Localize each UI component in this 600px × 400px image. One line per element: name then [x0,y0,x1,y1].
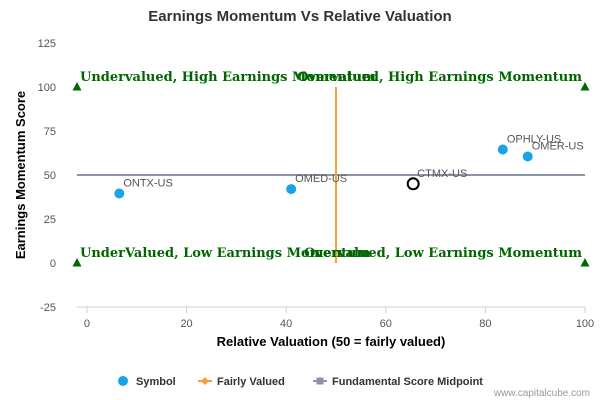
x-tick-label: 100 [576,318,594,330]
point-label: OMER-US [532,141,584,153]
point-omer-us [522,151,533,162]
y-tick-label: -25 [40,302,56,314]
y-tick-label: 125 [38,38,56,50]
point-label: CTMX-US [417,168,467,180]
y-tick-label: 75 [44,126,56,138]
y-axis-title: Earnings Momentum Score [13,91,28,259]
x-tick-label: 40 [280,318,292,330]
point-ontx-us [114,188,125,199]
reference-lines [77,87,585,263]
y-tick-label: 50 [44,170,56,182]
x-tick-label: 0 [84,318,90,330]
y-axis-ticks: -25 0 25 50 75 100 125 [38,38,56,314]
legend-symbol-marker [118,376,128,386]
legend-label: Symbol [136,376,176,388]
point-label: OPHLY-US [507,133,561,145]
corner-triangle-marker [580,82,590,91]
x-axis-ticks: 0 20 40 60 80 100 [84,307,594,330]
point-label: OMED-US [295,173,347,185]
legend: Symbol Fairly Valued Fundamental Score Mid… [118,376,483,388]
legend-midpoint-marker [316,377,324,385]
quadrant-label-bottom-left: UnderValued, Low Earnings Momentum [80,246,371,261]
x-tick-label: 20 [180,318,192,330]
y-tick-label: 100 [38,82,56,94]
chart-title: Earnings Momentum Vs Relative Valuation [148,8,451,25]
point-ctmx-us [406,177,420,191]
credit-text: www.capitalcube.com [493,388,590,399]
y-tick-label: 25 [44,214,56,226]
y-tick-label: 0 [50,258,56,270]
legend-fairly-valued-marker [201,377,209,385]
point-omed-us [286,184,297,195]
corner-triangle-marker [72,82,82,91]
quadrant-label-top-right: Overvalued, High Earnings Momentum [297,70,582,85]
x-axis-title: Relative Valuation (50 = fairly valued) [217,334,446,349]
corner-triangle-marker [580,258,590,267]
corner-markers [72,82,590,267]
quadrant-label-bottom-right: Overvalued, Low Earnings Momentum [304,246,582,261]
quadrant-label-top-left: Undervalued, High Earnings Momentum [80,70,376,85]
legend-label: Fairly Valued [217,376,285,388]
x-tick-label: 60 [380,318,392,330]
legend-label: Fundamental Score Midpoint [332,376,483,388]
point-label: ONTX-US [123,177,173,189]
point-ophly-us [497,144,508,155]
corner-triangle-marker [72,258,82,267]
x-tick-label: 80 [479,318,491,330]
